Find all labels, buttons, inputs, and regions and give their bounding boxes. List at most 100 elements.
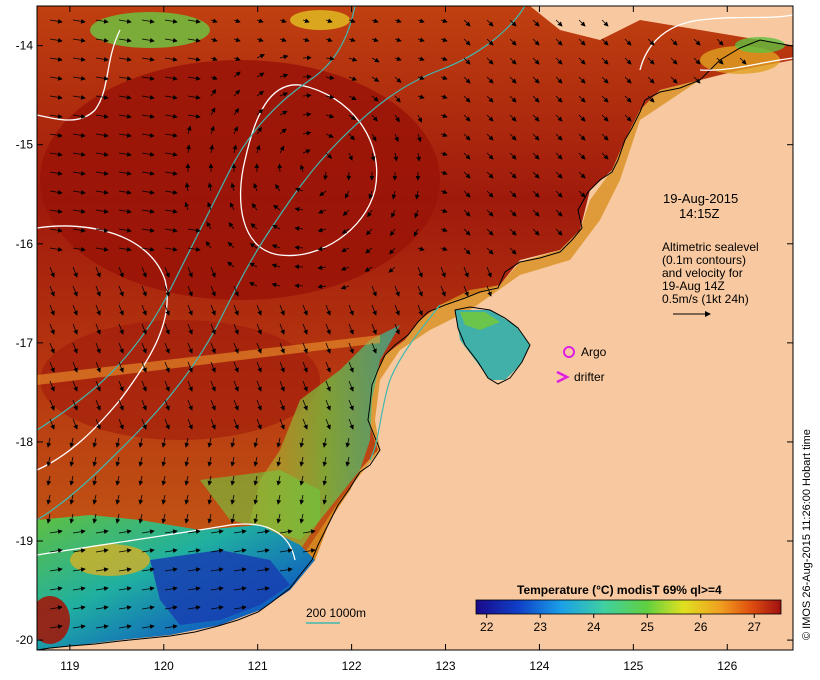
velocity-arrow xyxy=(233,380,239,392)
velocity-arrow xyxy=(371,37,379,43)
velocity-arrow xyxy=(555,19,563,27)
velocity-arrow xyxy=(279,567,293,573)
velocity-arrow xyxy=(342,209,350,217)
velocity-arrow xyxy=(578,190,586,198)
sealevel-contour-eddy xyxy=(239,84,378,257)
velocity-arrow xyxy=(624,76,632,84)
velocity-arrow xyxy=(302,361,308,373)
velocity-arrow xyxy=(161,494,167,505)
velocity-arrow xyxy=(210,56,218,62)
velocity-arrow xyxy=(486,247,494,255)
velocity-arrow xyxy=(276,456,282,467)
credit-text: © IMOS 26-Aug-2015 11:26:00 Hobart time xyxy=(801,429,813,640)
velocity-arrow xyxy=(417,304,423,316)
velocity-arrow xyxy=(578,171,586,179)
velocity-arrow xyxy=(72,246,86,252)
velocity-arrow xyxy=(164,323,170,335)
velocity-arrow xyxy=(279,145,285,154)
velocity-arrow xyxy=(69,437,75,448)
velocity-arrow xyxy=(463,133,471,141)
velocity-arrow xyxy=(164,189,178,195)
velocity-arrow xyxy=(440,18,448,24)
velocity-arrow xyxy=(463,152,471,160)
colorbar-tick-label: 26 xyxy=(694,620,708,634)
velocity-arrow xyxy=(276,513,282,524)
velocity-arrow xyxy=(118,304,124,316)
velocity-arrow xyxy=(95,151,109,157)
velocity-arrow xyxy=(210,529,224,535)
velocity-arrow xyxy=(348,114,357,121)
velocity-arrow xyxy=(164,624,178,630)
velocity-arrow xyxy=(440,132,448,138)
velocity-arrow xyxy=(164,361,170,373)
velocity-arrow xyxy=(164,151,178,157)
velocity-arrow xyxy=(532,209,540,217)
velocity-arrow xyxy=(233,342,239,354)
velocity-arrow xyxy=(118,418,124,430)
y-tick-label: -19 xyxy=(16,534,34,548)
velocity-arrow xyxy=(624,38,632,46)
velocity-arrow xyxy=(118,361,124,373)
velocity-arrow xyxy=(210,323,216,335)
altimetry-note-line: (0.1m contours) xyxy=(662,253,746,267)
velocity-arrow xyxy=(118,624,132,630)
velocity-arrow xyxy=(187,113,201,119)
velocity-arrow xyxy=(555,114,563,122)
velocity-arrow xyxy=(256,548,270,554)
velocity-arrow xyxy=(394,323,400,335)
velocity-arrow xyxy=(367,209,373,218)
velocity-arrow xyxy=(49,132,63,138)
velocity-arrow xyxy=(49,94,63,100)
altimetry-note-line: Altimetric sealevel xyxy=(662,240,759,254)
velocity-arrow xyxy=(115,437,121,448)
colorbar-tick-label: 23 xyxy=(534,620,548,634)
velocity-arrow xyxy=(532,95,540,103)
y-tick-label: -20 xyxy=(16,633,34,647)
y-tick-label: -17 xyxy=(16,336,34,350)
velocity-arrow xyxy=(138,437,144,448)
velocity-arrow xyxy=(210,342,216,354)
velocity-arrow xyxy=(256,399,262,411)
colorbar-tick-label: 22 xyxy=(480,620,494,634)
x-tick-label: 125 xyxy=(623,659,643,673)
velocity-arrow xyxy=(72,37,86,43)
velocity-arrow xyxy=(302,37,310,43)
velocity-arrow xyxy=(49,246,63,252)
velocity-arrow xyxy=(417,75,425,81)
velocity-arrow xyxy=(647,57,655,65)
velocity-arrow xyxy=(348,18,356,24)
velocity-arrow xyxy=(463,171,471,179)
velocity-arrow xyxy=(365,228,373,236)
velocity-arrow xyxy=(49,208,63,214)
velocity-arrow xyxy=(186,144,191,154)
velocity-arrow xyxy=(72,94,86,100)
velocity-arrow xyxy=(250,223,258,230)
velocity-arrow xyxy=(46,475,52,486)
velocity-arrow xyxy=(440,285,446,297)
velocity-arrow xyxy=(253,456,259,467)
velocity-arrow xyxy=(233,529,247,535)
velocity-arrow xyxy=(279,18,287,24)
velocity-arrow xyxy=(118,266,124,278)
velocity-arrow xyxy=(486,38,494,46)
velocity-arrow xyxy=(95,361,101,373)
velocity-arrow xyxy=(205,241,212,249)
sealevel-contour-west xyxy=(37,225,168,471)
velocity-arrow xyxy=(233,285,239,297)
velocity-arrow xyxy=(187,567,201,573)
velocity-arrow xyxy=(118,285,124,297)
velocity-arrow xyxy=(253,437,259,448)
velocity-arrow xyxy=(141,342,147,354)
velocity-arrow xyxy=(417,37,425,43)
velocity-arrow xyxy=(302,323,308,335)
velocity-arrow xyxy=(302,130,312,136)
colorbar-tick-label: 24 xyxy=(587,620,601,634)
velocity-arrow xyxy=(440,75,448,81)
velocity-arrow xyxy=(118,399,124,411)
velocity-arrow xyxy=(233,56,241,62)
velocity-arrow xyxy=(371,18,379,24)
velocity-arrow xyxy=(271,263,281,269)
velocity-arrow xyxy=(207,437,213,448)
velocity-arrow xyxy=(72,285,78,297)
velocity-arrow xyxy=(256,126,262,135)
